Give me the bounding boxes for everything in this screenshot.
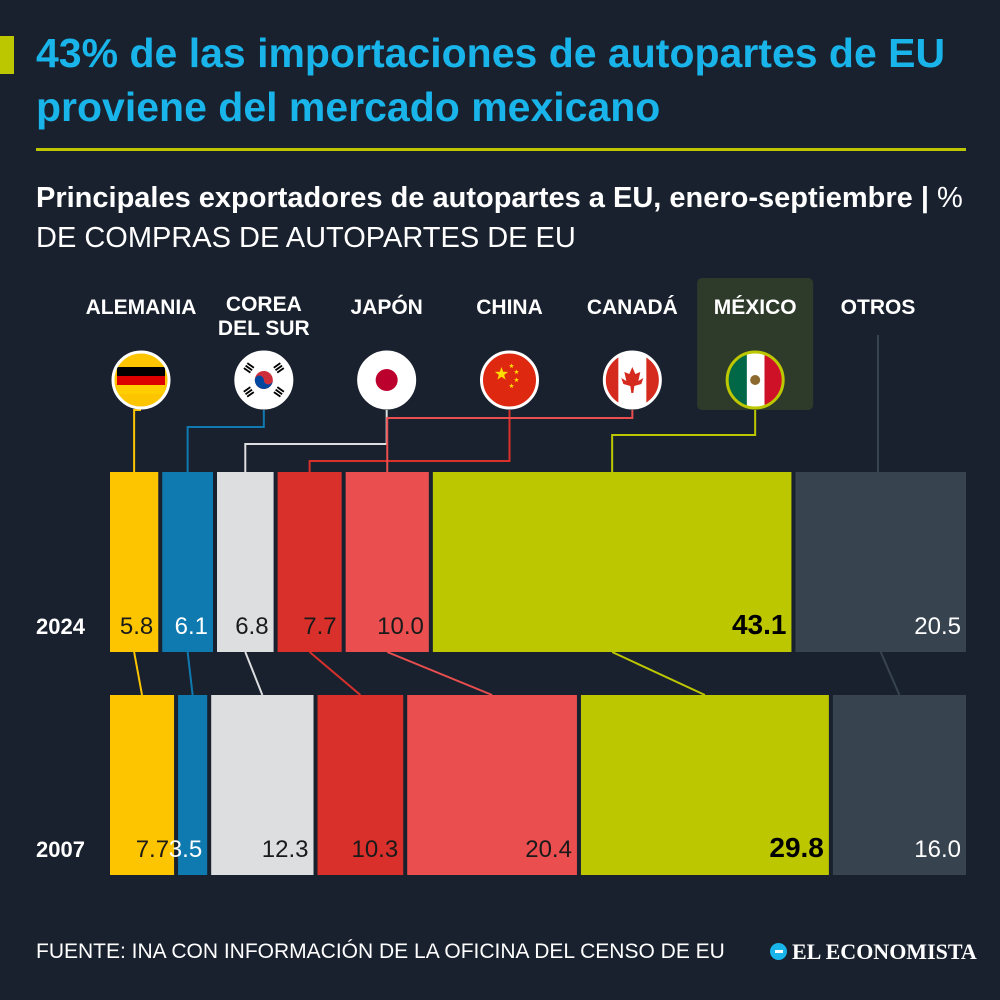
category-label-china: CHINA bbox=[476, 296, 543, 319]
bar-2024-china bbox=[277, 472, 342, 652]
bar-2007-alemania bbox=[110, 695, 175, 875]
value-label-2007-japon: 12.3 bbox=[262, 836, 309, 863]
connector-line-between-corea-del-sur bbox=[186, 651, 194, 696]
bar-2007-china bbox=[317, 695, 404, 875]
value-label-2024-corea-del-sur: 6.1 bbox=[175, 613, 208, 640]
bar-2024-corea-del-sur bbox=[162, 472, 214, 652]
title-accent-mark bbox=[0, 36, 14, 74]
bar-2007-corea-del-sur bbox=[178, 695, 208, 875]
connector-line-between-alemania bbox=[133, 651, 144, 696]
value-label-2024-canada: 10.0 bbox=[377, 613, 424, 640]
value-label-2007-mexico: 29.8 bbox=[769, 832, 824, 863]
japan-flag-icon bbox=[357, 350, 417, 410]
brand-name: EL ECONOMISTA bbox=[792, 939, 977, 964]
connector-line-between-mexico bbox=[611, 651, 706, 696]
subtitle-separator: | bbox=[920, 182, 937, 214]
connector-line-between-canada bbox=[386, 651, 493, 696]
value-label-2024-alemania: 5.8 bbox=[120, 613, 153, 640]
bar-2024-alemania bbox=[110, 472, 159, 652]
connector-line-canada bbox=[386, 410, 634, 472]
value-label-2007-otros: 16.0 bbox=[914, 836, 961, 863]
connector-line-mexico bbox=[611, 410, 757, 472]
category-label-japon: JAPÓN bbox=[350, 295, 422, 319]
brand-icon bbox=[770, 943, 787, 960]
category-label-alemania: ALEMANIA bbox=[86, 296, 197, 319]
bar-2024-canada bbox=[345, 472, 429, 652]
brand-logo: EL ECONOMISTA bbox=[770, 939, 977, 965]
unit-label: % DE COMPRAS DE AUTOPARTES DE EU bbox=[36, 182, 963, 254]
value-label-2024-japon: 6.8 bbox=[235, 613, 268, 640]
value-label-2007-alemania: 7.7 bbox=[136, 836, 169, 863]
year-label-2024: 2024 bbox=[36, 614, 86, 639]
connector-line-alemania bbox=[133, 409, 141, 472]
year-label-2007: 2007 bbox=[36, 837, 85, 862]
title-divider bbox=[36, 148, 966, 151]
canada-flag-icon bbox=[602, 350, 662, 410]
bar-2007-mexico bbox=[580, 695, 829, 875]
bar-2024-japon bbox=[217, 472, 274, 652]
connector-line-china bbox=[308, 410, 511, 472]
value-label-2024-otros: 20.5 bbox=[914, 613, 961, 640]
category-label-corea-del-sur: COREA DEL SUR bbox=[218, 293, 310, 340]
category-label-otros: OTROS bbox=[841, 296, 916, 319]
category-label-mexico: MÉXICO bbox=[714, 296, 797, 319]
value-label-2024-mexico: 43.1 bbox=[732, 609, 787, 640]
value-label-2007-china: 10.3 bbox=[351, 836, 398, 863]
bar-2007-otros bbox=[832, 695, 966, 875]
mexico-flag-icon bbox=[725, 350, 785, 410]
connector-line-corea-del-sur bbox=[186, 410, 265, 472]
subtitle-text: Principales exportadores de autopartes a… bbox=[36, 182, 913, 214]
chart-subtitle: Principales exportadores de autopartes a… bbox=[36, 178, 976, 258]
germany-flag-icon bbox=[111, 350, 171, 410]
south-korea-flag-icon bbox=[234, 350, 294, 410]
connector-line-between-japon bbox=[244, 651, 264, 696]
connector-line-between-china bbox=[308, 651, 362, 696]
value-label-2007-corea-del-sur: 3.5 bbox=[169, 836, 202, 863]
value-label-2007-canada: 20.4 bbox=[525, 836, 572, 863]
bar-2007-japon bbox=[211, 695, 314, 875]
value-label-2024-china: 7.7 bbox=[303, 613, 336, 640]
connector-line-japon bbox=[244, 410, 388, 472]
source-note: FUENTE: INA CON INFORMACIÓN DE LA OFICIN… bbox=[36, 940, 725, 963]
bar-2007-canada bbox=[407, 695, 577, 875]
connector-line-between-otros bbox=[879, 651, 901, 696]
china-flag-icon bbox=[480, 350, 539, 410]
page-title: 43% de las importaciones de autopartes d… bbox=[36, 30, 946, 130]
bar-2024-otros bbox=[795, 472, 966, 652]
category-label-canada: CANADÁ bbox=[587, 296, 678, 319]
bar-2024-mexico bbox=[432, 472, 792, 652]
